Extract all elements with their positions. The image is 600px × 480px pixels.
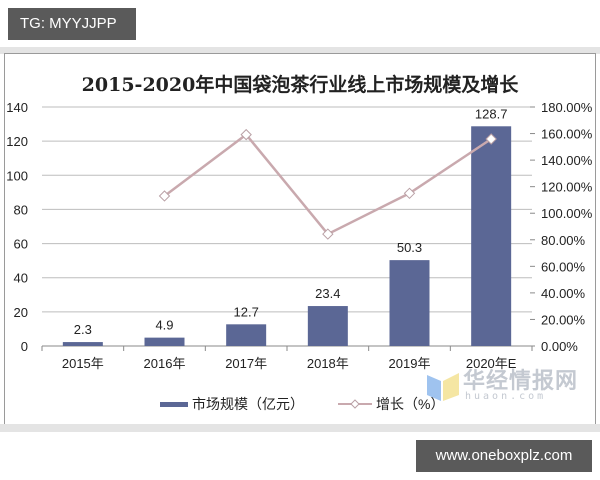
url-badge: www.oneboxplz.com <box>416 440 592 472</box>
legend-item-growth: 增长（%） <box>338 394 444 414</box>
svg-text:2018年: 2018年 <box>307 356 349 371</box>
bar-value-label: 23.4 <box>315 286 340 301</box>
chart-title: 2015-2020年中国袋泡茶行业线上市场规模及增长 <box>81 74 519 96</box>
svg-text:80.00%: 80.00% <box>541 233 586 248</box>
bar-value-label: 128.7 <box>475 106 508 121</box>
watermark-name: 华经情报网 <box>463 368 579 393</box>
legend: 市场规模（亿元） 增长（%） <box>160 395 478 413</box>
svg-text:2019年: 2019年 <box>389 356 431 371</box>
diamond-marker-icon <box>322 228 334 240</box>
svg-text:2020年E: 2020年E <box>466 356 517 371</box>
svg-text:120: 120 <box>6 134 28 149</box>
bar-value-label: 2.3 <box>74 322 92 337</box>
bar-series: 2.3 4.9 12.7 23.4 50.3 128.7 <box>62 106 512 346</box>
bar-2016年 <box>144 337 185 346</box>
huaon-logo-icon <box>427 373 459 401</box>
line-series <box>158 128 497 240</box>
svg-text:0: 0 <box>21 339 28 354</box>
svg-text:2016年: 2016年 <box>144 356 186 371</box>
top-divider <box>0 47 600 54</box>
watermark-domain: huaon.com <box>465 391 547 402</box>
bar-2018年 <box>307 306 348 346</box>
bottom-divider <box>0 424 600 432</box>
x-axis: 2015年 2016年 2017年 2018年 2019年 2020年E <box>62 356 517 371</box>
svg-text:2017年: 2017年 <box>225 356 267 371</box>
svg-text:40: 40 <box>14 271 28 286</box>
legend-item-market-size: 市场规模（亿元） <box>160 394 304 414</box>
svg-text:20.00%: 20.00% <box>541 312 586 327</box>
tg-badge: TG: MYYJJPP <box>8 8 136 40</box>
bar-value-label: 12.7 <box>234 304 259 319</box>
svg-text:140.00%: 140.00% <box>541 153 593 168</box>
svg-text:160.00%: 160.00% <box>541 127 593 142</box>
svg-text:60.00%: 60.00% <box>541 259 586 274</box>
svg-text:100.00%: 100.00% <box>541 206 593 221</box>
bar-2019年 <box>389 260 430 346</box>
legend-label-market-size: 市场规模（亿元） <box>192 396 304 412</box>
svg-text:140: 140 <box>6 100 28 115</box>
svg-text:2015年: 2015年 <box>62 356 104 371</box>
bar-value-label: 50.3 <box>397 240 422 255</box>
svg-text:80: 80 <box>14 202 28 217</box>
svg-text:100: 100 <box>6 168 28 183</box>
svg-text:180.00%: 180.00% <box>541 100 593 115</box>
watermark: 华经情报网 huaon.com <box>425 363 585 413</box>
diamond-marker-icon <box>485 133 497 145</box>
legend-label-growth: 增长（%） <box>376 396 445 412</box>
bar-value-label: 4.9 <box>155 318 173 333</box>
svg-text:60: 60 <box>14 237 28 252</box>
bar-swatch-icon <box>160 401 188 407</box>
line-diamond-swatch-icon <box>338 399 372 409</box>
gridlines <box>41 106 535 351</box>
diamond-marker-icon <box>158 190 171 202</box>
left-axis: 0 20 40 60 80 100 120 140 <box>6 100 28 354</box>
bar-2020年E <box>471 126 512 346</box>
diamond-marker-icon <box>403 187 416 200</box>
bar-2017年 <box>226 324 267 346</box>
svg-text:20: 20 <box>14 305 28 320</box>
svg-text:0.00%: 0.00% <box>541 339 578 354</box>
diamond-marker-icon <box>240 128 252 141</box>
right-axis: 0.00% 20.00% 40.00% 60.00% 80.00% 100.00% 120.… <box>541 100 593 354</box>
svg-text:120.00%: 120.00% <box>541 180 593 195</box>
svg-text:40.00%: 40.00% <box>541 286 586 301</box>
bar-2015年 <box>62 342 103 346</box>
